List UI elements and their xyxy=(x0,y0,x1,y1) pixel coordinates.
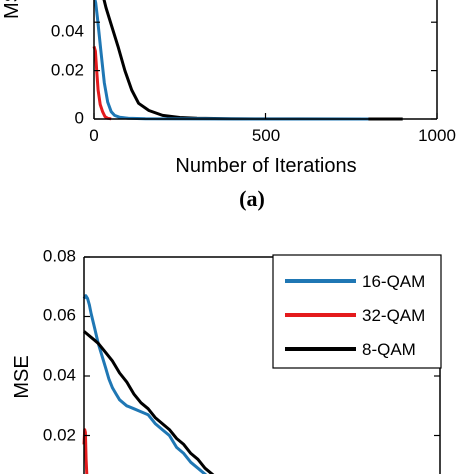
top-y-axis-label: MS xyxy=(1,0,23,19)
top-series-line-8qam xyxy=(102,0,403,121)
top-series-group xyxy=(92,0,403,121)
bottom-series-line-8qam xyxy=(83,330,215,474)
bottom-series-line-16qam xyxy=(82,294,208,474)
legend-label-8qam: 8-QAM xyxy=(362,340,416,359)
top-y-tick-label-2: 0 xyxy=(75,108,84,127)
bottom-y-tick-label-2: 0.04 xyxy=(43,365,76,384)
bottom-y-tick-label-0: 0.08 xyxy=(43,246,76,265)
top-series-line-32qam xyxy=(92,45,112,121)
bottom-y-tick-label-3: 0.02 xyxy=(43,425,76,444)
bottom-series-group xyxy=(82,294,215,474)
top-series-line-16qam xyxy=(93,0,369,121)
bottom-y-axis-label: MSE xyxy=(11,355,33,398)
top-tick-group xyxy=(93,21,438,120)
top-x-tick-label-0: 0 xyxy=(89,126,98,145)
bottom-y-tick-label-1: 0.06 xyxy=(43,305,76,324)
legend-label-32qam: 32-QAM xyxy=(362,306,425,325)
panel-label-a: (a) xyxy=(239,186,265,211)
top-x-tick-label-2: 1000 xyxy=(418,126,456,145)
top-y-tick-label-0: 0.04 xyxy=(51,21,84,40)
legend: 16-QAM 32-QAM 8-QAM xyxy=(272,254,442,369)
bottom-panel: 0.08 0.06 0.04 0.02 MSE 16-QAM 32-QAM 8-… xyxy=(11,246,442,474)
bottom-series-line-32qam xyxy=(82,428,89,474)
top-panel: 0.04 0.02 0 0 500 1000 MS Number of Iter… xyxy=(1,0,456,211)
top-y-tick-label-1: 0.02 xyxy=(51,60,84,79)
legend-label-16qam: 16-QAM xyxy=(362,272,425,291)
top-x-axis-label: Number of Iterations xyxy=(175,155,356,177)
top-x-tick-label-1: 500 xyxy=(252,126,280,145)
